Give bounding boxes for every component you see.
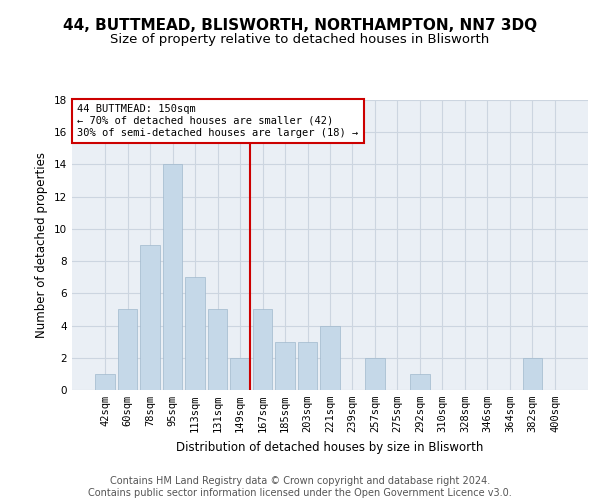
Bar — [523, 358, 542, 390]
Bar — [275, 342, 295, 390]
Bar — [140, 245, 160, 390]
Bar — [163, 164, 182, 390]
Y-axis label: Number of detached properties: Number of detached properties — [35, 152, 49, 338]
Text: 44, BUTTMEAD, BLISWORTH, NORTHAMPTON, NN7 3DQ: 44, BUTTMEAD, BLISWORTH, NORTHAMPTON, NN… — [63, 18, 537, 32]
Bar — [365, 358, 385, 390]
Bar — [298, 342, 317, 390]
Bar — [320, 326, 340, 390]
Bar — [230, 358, 250, 390]
Bar — [95, 374, 115, 390]
Text: Size of property relative to detached houses in Blisworth: Size of property relative to detached ho… — [110, 32, 490, 46]
Bar — [410, 374, 430, 390]
Text: 44 BUTTMEAD: 150sqm
← 70% of detached houses are smaller (42)
30% of semi-detach: 44 BUTTMEAD: 150sqm ← 70% of detached ho… — [77, 104, 358, 138]
Bar — [185, 277, 205, 390]
Bar — [118, 310, 137, 390]
Text: Contains HM Land Registry data © Crown copyright and database right 2024.
Contai: Contains HM Land Registry data © Crown c… — [88, 476, 512, 498]
Bar — [208, 310, 227, 390]
Bar — [253, 310, 272, 390]
X-axis label: Distribution of detached houses by size in Blisworth: Distribution of detached houses by size … — [176, 440, 484, 454]
